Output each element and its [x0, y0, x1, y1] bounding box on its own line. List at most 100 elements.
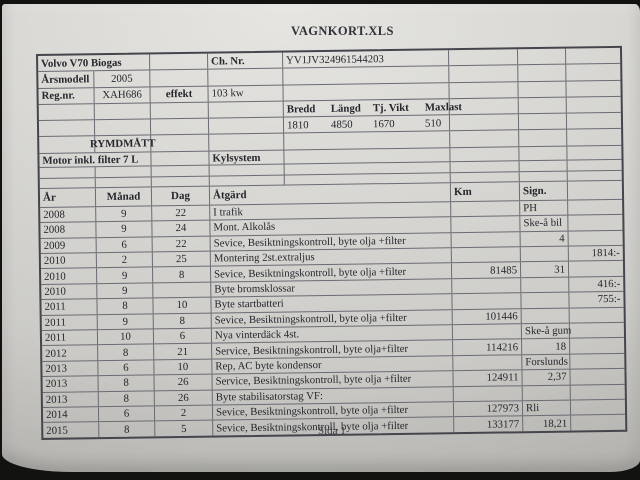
sign-cell: [521, 292, 570, 308]
action-column-header: Åtgärd: [209, 183, 452, 205]
year-cell: 2015: [43, 422, 100, 438]
km-cell: [452, 278, 522, 294]
log-rows: 2008 9 22 I trafik PH 2008 9 24 Mont. Al…: [40, 199, 626, 438]
cost-cell: [570, 323, 624, 338]
arsmodell-value-cell: 2005: [94, 70, 151, 87]
sign-cell: [520, 246, 569, 262]
empty-cell: [518, 81, 567, 98]
year-cell: 2008: [40, 207, 97, 223]
empty-cell: [95, 166, 152, 177]
ch-nr-value-cell: YV1JV324961544203: [283, 50, 450, 68]
bredd-header: Bredd: [286, 102, 316, 116]
sign-cell: Ske-å gum: [521, 323, 571, 339]
sign-cell: [522, 385, 571, 401]
month-cell: 8: [98, 344, 155, 360]
day-cell: 26: [154, 374, 213, 390]
ch-nr-label-cell: Ch. Nr.: [208, 52, 284, 69]
sign-cell: 18: [522, 338, 571, 355]
km-cell: [452, 324, 523, 340]
month-cell: 9: [97, 313, 154, 330]
dim-values-cell: 1810 4850 1670 510: [283, 115, 451, 134]
empty-cell: [450, 161, 520, 172]
empty-cell: [449, 65, 519, 82]
km-cell: 114216: [453, 339, 523, 355]
day-cell: 22: [152, 236, 211, 252]
cost-cell: [568, 215, 622, 230]
month-cell: 2: [96, 252, 153, 268]
vehicle-model-cell: Volvo V70 Biogas: [38, 54, 151, 72]
empty-cell: [566, 64, 620, 80]
empty-cell: [151, 176, 210, 187]
sign-cell: Forslunds: [522, 354, 571, 370]
empty-cell: [449, 114, 520, 131]
km-cell: 101446: [452, 308, 522, 325]
arsmodell-label-cell: Årsmodell: [38, 71, 95, 88]
empty-cell: [519, 160, 568, 171]
day-cell: 24: [152, 220, 211, 237]
effekt-value-cell: 103 kw: [208, 85, 284, 102]
km-cell: 133177: [454, 416, 524, 432]
vagnkort-table: Volvo V70 Biogas Ch. Nr. YV1JV3249615442…: [36, 45, 628, 440]
empty-cell: [151, 165, 210, 176]
empty-cell: [450, 147, 520, 162]
empty-cell: [209, 134, 285, 151]
cost-cell: 416:-: [597, 277, 621, 291]
month-cell: 8: [99, 421, 156, 437]
month-cell: 9: [97, 283, 154, 299]
cost-cell: 1814:-: [591, 247, 620, 260]
tjvikt-value: 1670: [372, 117, 395, 131]
km-cell: [451, 247, 521, 263]
sign-cell: PH: [520, 200, 569, 216]
langd-header: Längd: [330, 102, 361, 115]
month-cell: 8: [97, 298, 154, 314]
empty-cell: [150, 53, 209, 70]
empty-cell: [94, 103, 151, 120]
year-cell: 2011: [41, 314, 98, 330]
empty-cell: [209, 164, 285, 176]
empty-cell: [567, 113, 621, 129]
cost-cell: [569, 261, 623, 276]
month-cell: 6: [98, 360, 155, 376]
cost-cell: [569, 230, 623, 245]
empty-cell: [450, 130, 520, 148]
empty-cell: [95, 176, 152, 188]
day-cell: 10: [153, 297, 212, 313]
sign-cell: 4: [520, 231, 569, 247]
empty-cell: [567, 129, 621, 145]
empty-cell: [568, 170, 622, 180]
cost-cell: [570, 307, 624, 322]
sign-cell: 31: [520, 262, 570, 278]
empty-cell: [518, 97, 567, 114]
month-cell: 9: [96, 221, 153, 237]
year-cell: 2009: [40, 237, 97, 253]
effekt-label-cell: effekt: [150, 86, 209, 103]
cost-cell: [570, 354, 624, 369]
motor-label-cell: Motor inkl. filter 7 L: [39, 152, 152, 168]
month-cell: 8: [98, 375, 155, 391]
month-cell: 6: [98, 406, 156, 422]
km-cell: [451, 201, 521, 217]
sign-cell: [521, 308, 570, 324]
empty-cell: [517, 48, 567, 65]
sign-cell: Rli: [522, 400, 572, 416]
empty-cell: [450, 171, 520, 183]
empty-cell: [94, 119, 152, 136]
empty-cell: [39, 177, 96, 188]
cost-cell: [570, 338, 624, 353]
month-cell: 9: [96, 206, 153, 222]
sign-cell: 18,21: [523, 415, 572, 431]
empty-cell: [519, 146, 568, 161]
empty-cell: [518, 64, 567, 81]
cost-cell: [568, 200, 622, 215]
paper-sheet: [2, 4, 640, 472]
day-cell: 10: [154, 359, 213, 375]
empty-cell: [518, 113, 568, 130]
empty-cell: [209, 175, 285, 186]
km-cell: 127973: [453, 401, 524, 417]
empty-cell: [150, 118, 210, 135]
day-cell: 21: [154, 343, 213, 360]
month-column-header: Månad: [95, 187, 153, 207]
month-cell: 9: [97, 267, 154, 283]
regnr-value-cell: XAH686: [94, 86, 151, 104]
empty-cell: [151, 151, 210, 166]
